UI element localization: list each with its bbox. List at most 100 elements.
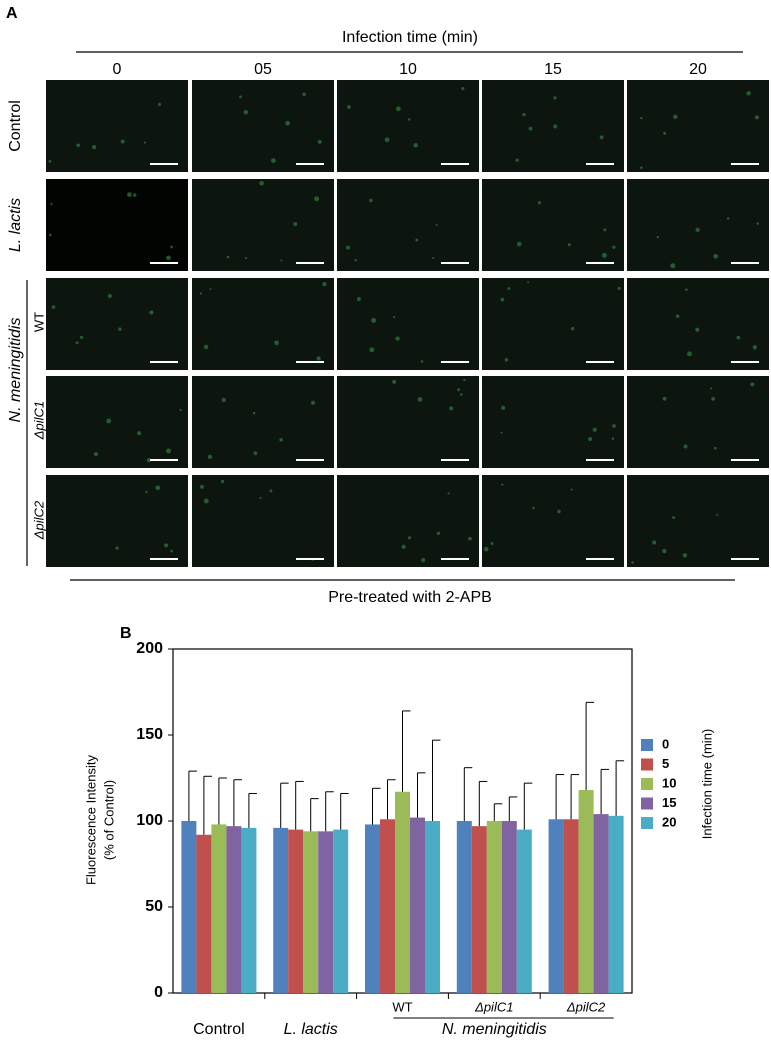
column-label: 20: [689, 61, 707, 78]
cell-signal: [570, 488, 573, 491]
cell-signal: [459, 393, 463, 396]
x-group-label: N. meningitidis: [442, 1021, 547, 1038]
cell-signal: [507, 287, 511, 290]
y-tick-label: 50: [145, 898, 163, 915]
micrograph: [192, 80, 334, 172]
cell-signal: [461, 87, 465, 91]
cell-signal: [392, 379, 397, 384]
cell-signal: [91, 145, 97, 150]
micrograph: [627, 278, 769, 370]
cell-signal: [243, 109, 249, 115]
legend-label: 15: [662, 795, 676, 810]
cell-signal: [170, 245, 174, 249]
cell-signal: [417, 397, 423, 402]
cell-signal: [435, 223, 438, 226]
cell-signal: [120, 139, 125, 144]
cell-signal: [50, 202, 53, 205]
cell-signal: [149, 310, 154, 315]
cell-signal: [166, 448, 172, 454]
cell-signal: [611, 437, 615, 441]
cell-signal: [421, 557, 426, 563]
cell-signal: [752, 345, 757, 350]
cell-signal: [612, 245, 616, 249]
cell-signal: [746, 91, 751, 96]
cell-signal: [259, 496, 262, 500]
bar: [410, 817, 425, 993]
y-tick-label: 0: [154, 984, 163, 1001]
micrograph: [46, 475, 188, 567]
legend-swatch: [641, 778, 653, 790]
micrograph: [482, 475, 624, 567]
x-tick-label: ΔpilC1: [474, 999, 513, 1014]
cell-signal: [280, 259, 283, 262]
cell-signal: [314, 196, 320, 202]
cell-signal: [553, 96, 557, 100]
micrograph: [192, 278, 334, 370]
cell-signal: [490, 542, 494, 546]
cell-signal: [79, 335, 84, 340]
bar: [333, 829, 349, 993]
column-label: 05: [254, 61, 272, 78]
legend-label: 20: [662, 814, 676, 829]
cell-signal: [522, 112, 526, 117]
cell-signal: [395, 336, 400, 341]
bar: [196, 834, 212, 993]
micrograph: [337, 376, 479, 468]
legend-title: Infection time (min): [699, 729, 714, 840]
cell-signal: [203, 498, 209, 504]
cell-signal: [51, 305, 56, 309]
header: Infection time (min): [342, 29, 478, 46]
cell-signal: [285, 120, 291, 126]
cell-signal: [726, 217, 730, 220]
bar: [578, 790, 594, 993]
cell-signal: [302, 92, 306, 97]
micrograph: [46, 376, 188, 468]
cell-signal: [500, 431, 503, 434]
cell-signal: [663, 131, 667, 135]
cell-signal: [369, 347, 375, 353]
bar: [486, 821, 502, 993]
column-label: 0: [113, 61, 122, 78]
cell-signal: [528, 126, 533, 131]
bar: [471, 826, 487, 993]
cell-signal: [106, 418, 112, 424]
bar: [395, 791, 410, 993]
cell-signal: [683, 444, 688, 449]
bar: [548, 819, 564, 993]
cell-signal: [601, 252, 607, 258]
cell-signal: [662, 548, 667, 554]
cell-signal: [226, 255, 230, 259]
cell-signal: [527, 281, 530, 284]
cell-signal: [146, 458, 152, 463]
cell-signal: [220, 479, 225, 484]
micrograph: [46, 80, 188, 172]
cell-signal: [170, 549, 173, 553]
bar: [181, 821, 197, 993]
cell-signal: [369, 198, 373, 203]
cell-signal: [107, 293, 112, 298]
x-tick-label: Control: [193, 1021, 245, 1038]
cell-signal: [371, 317, 377, 323]
micrograph: [627, 179, 769, 271]
cell-signal: [293, 222, 298, 227]
cell-signal: [483, 546, 489, 552]
x-tick-label: WT: [392, 999, 412, 1014]
cell-signal: [203, 344, 209, 350]
cell-signal: [407, 536, 412, 540]
cell-signal: [347, 105, 351, 109]
bar: [318, 831, 334, 993]
micrograph: [337, 475, 479, 567]
cell-signal: [209, 288, 212, 291]
cell-signal: [612, 424, 616, 428]
cell-signal: [163, 543, 169, 548]
cell-signal: [354, 259, 357, 262]
cell-signal: [449, 406, 454, 411]
cell-signal: [271, 158, 276, 163]
cell-signal: [516, 241, 522, 247]
cell-signal: [396, 106, 401, 112]
cell-signal: [432, 256, 435, 260]
bar: [516, 829, 532, 993]
panel-label: A: [6, 5, 18, 22]
cell-signal: [711, 397, 716, 401]
